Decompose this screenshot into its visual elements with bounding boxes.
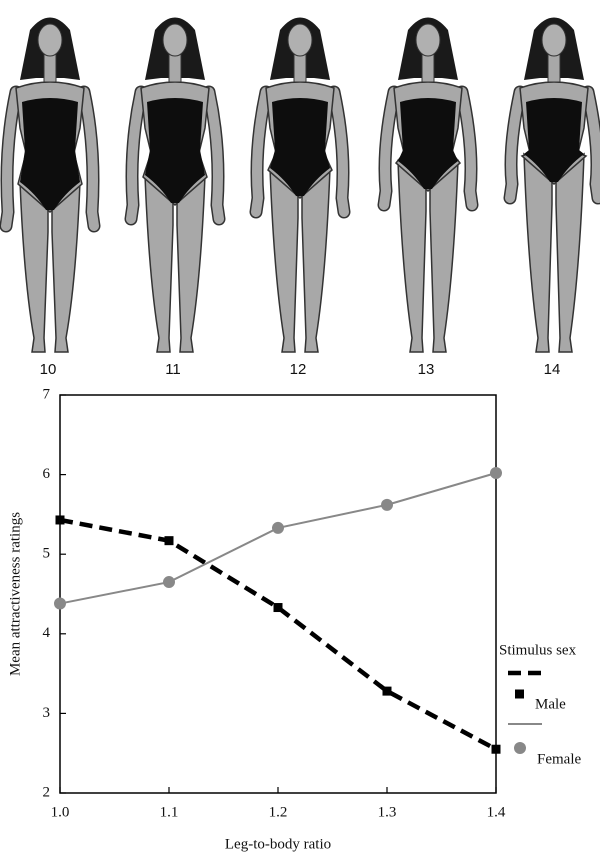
y-tick-label: 3: [43, 705, 51, 721]
marker: [164, 536, 174, 546]
figure-label: 14: [544, 361, 561, 378]
x-tick-label: 1.4: [487, 804, 506, 820]
body-figure: [0, 17, 101, 353]
y-axis-label: Mean attractiveness ratings: [7, 512, 23, 676]
leg: [523, 152, 553, 353]
marker: [163, 576, 175, 589]
legend-marker: [514, 742, 526, 754]
face: [541, 23, 567, 57]
figure-label: 10: [40, 361, 57, 378]
arm: [204, 87, 224, 224]
y-tick-label: 6: [43, 466, 51, 482]
body-figure: [503, 17, 600, 353]
arm: [583, 87, 600, 203]
leg: [144, 173, 174, 353]
leg: [429, 159, 459, 353]
face: [415, 23, 441, 57]
swimsuit: [145, 98, 205, 203]
face: [37, 23, 63, 57]
leg: [51, 180, 81, 353]
leg: [301, 166, 331, 353]
marker: [273, 603, 283, 613]
series-line: [59, 472, 497, 605]
y-tick-label: 7: [43, 386, 51, 402]
leg: [176, 173, 206, 353]
figure-label: 13: [418, 361, 435, 378]
y-tick-label: 5: [43, 546, 51, 562]
legend-title: Stimulus sex: [499, 642, 577, 658]
leg: [269, 166, 299, 353]
arm: [251, 87, 271, 217]
x-tick-label: 1.2: [269, 804, 288, 820]
x-tick-label: 1.3: [378, 804, 397, 820]
marker: [54, 597, 66, 610]
arm: [79, 87, 99, 231]
swimsuit: [270, 98, 330, 196]
legend-label: Male: [535, 696, 566, 712]
face: [162, 23, 188, 57]
marker: [55, 515, 65, 525]
marker: [491, 744, 501, 754]
x-axis-label: Leg-to-body ratio: [225, 836, 331, 852]
legend-marker: [515, 689, 524, 699]
marker: [382, 686, 392, 696]
figure-label: 11: [165, 361, 181, 378]
y-tick-label: 4: [43, 625, 51, 641]
figure-label: 12: [290, 361, 307, 378]
body-figure: [124, 17, 226, 353]
swimsuit: [398, 98, 458, 189]
leg: [397, 159, 427, 353]
arm: [379, 87, 399, 210]
leg: [19, 180, 49, 353]
swimsuit: [524, 98, 584, 182]
arm: [505, 87, 525, 203]
x-tick-label: 1.0: [51, 804, 70, 820]
marker: [490, 467, 502, 480]
face: [287, 23, 313, 57]
arm: [329, 87, 349, 217]
arm: [457, 87, 477, 210]
arm: [1, 87, 21, 231]
leg: [555, 152, 585, 353]
y-tick-label: 2: [43, 784, 51, 800]
series-line: [59, 517, 498, 752]
plot-frame: [59, 394, 497, 794]
body-figure: [377, 17, 479, 353]
legend-label: Female: [537, 751, 581, 767]
marker: [381, 498, 393, 511]
arm: [126, 87, 146, 224]
marker: [272, 521, 284, 534]
x-tick-label: 1.1: [160, 804, 179, 820]
swimsuit: [20, 98, 80, 210]
body-figure: [249, 17, 351, 353]
